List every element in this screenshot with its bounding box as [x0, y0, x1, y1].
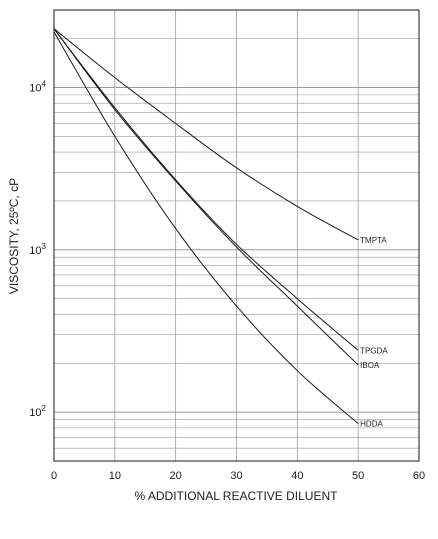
series-line-tmpta [53, 28, 359, 241]
series-line-iboa [53, 28, 359, 366]
y-tick-label: 102 [29, 404, 46, 419]
x-tick-labels: 0 10 20 30 40 50 60 [51, 470, 425, 482]
y-tick-base: 10 [29, 245, 41, 257]
y-tick-label: 104 [29, 79, 46, 94]
series-label-iboa: IBOA [360, 361, 380, 370]
x-tick-label: 50 [352, 470, 364, 482]
x-tick-label: 0 [51, 470, 57, 482]
x-tick-label: 30 [230, 470, 242, 482]
series-line-hdda [53, 31, 359, 424]
y-tick-base: 10 [29, 407, 41, 419]
series-labels: TMPTA TPGDA IBOA HDDA [360, 236, 388, 429]
series-label-tmpta: TMPTA [360, 236, 387, 245]
x-tick-label: 40 [291, 470, 303, 482]
series-label-hdda: HDDA [360, 420, 383, 429]
y-tick-exponent: 4 [42, 79, 47, 88]
y-tick-exponent: 2 [42, 404, 47, 413]
y-tick-base: 10 [29, 82, 41, 94]
x-tick-label: 60 [413, 470, 425, 482]
x-tick-label: 20 [170, 470, 182, 482]
plot-frame [53, 9, 420, 462]
series-lines [53, 28, 359, 424]
y-tick-exponent: 3 [42, 242, 47, 251]
y-tick-label: 103 [29, 242, 46, 257]
x-tick-label: 10 [109, 470, 121, 482]
y-axis-label: VISCOSITY, 25ºC, cP [7, 178, 21, 294]
series-label-tpgda: TPGDA [360, 346, 388, 355]
x-axis-label: % ADDITIONAL REACTIVE DILUENT [135, 489, 339, 503]
series-line-tpgda [53, 28, 359, 351]
